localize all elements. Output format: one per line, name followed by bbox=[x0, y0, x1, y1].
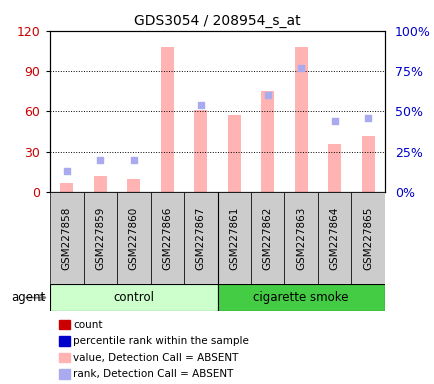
Text: percentile rank within the sample: percentile rank within the sample bbox=[73, 336, 248, 346]
Bar bbox=[160, 47, 174, 192]
Title: GDS3054 / 208954_s_at: GDS3054 / 208954_s_at bbox=[134, 14, 300, 28]
Bar bbox=[50, 192, 83, 284]
Bar bbox=[83, 192, 117, 284]
Text: value, Detection Call = ABSENT: value, Detection Call = ABSENT bbox=[73, 353, 238, 363]
Point bbox=[364, 115, 371, 121]
Point bbox=[264, 92, 271, 98]
Bar bbox=[117, 192, 150, 284]
Bar bbox=[93, 176, 107, 192]
Text: GSM227860: GSM227860 bbox=[128, 207, 138, 270]
Point bbox=[130, 157, 137, 163]
Text: GSM227863: GSM227863 bbox=[296, 206, 306, 270]
Text: GSM227866: GSM227866 bbox=[162, 206, 172, 270]
Text: GSM227858: GSM227858 bbox=[62, 206, 72, 270]
Bar bbox=[361, 136, 374, 192]
Bar bbox=[351, 192, 384, 284]
Text: cigarette smoke: cigarette smoke bbox=[253, 291, 348, 304]
Text: GSM227864: GSM227864 bbox=[329, 206, 339, 270]
Bar bbox=[194, 110, 207, 192]
Bar bbox=[60, 183, 73, 192]
Bar bbox=[127, 179, 140, 192]
Text: agent: agent bbox=[11, 291, 46, 304]
Point bbox=[297, 65, 304, 71]
Bar bbox=[184, 192, 217, 284]
Text: GSM227859: GSM227859 bbox=[95, 206, 105, 270]
Text: GSM227861: GSM227861 bbox=[229, 206, 239, 270]
Bar bbox=[250, 192, 284, 284]
Point bbox=[331, 118, 338, 124]
Bar bbox=[217, 192, 250, 284]
Bar bbox=[327, 144, 341, 192]
Text: GSM227865: GSM227865 bbox=[362, 206, 372, 270]
Bar bbox=[294, 47, 307, 192]
Bar bbox=[227, 115, 240, 192]
Bar bbox=[317, 192, 351, 284]
Point bbox=[63, 168, 70, 174]
Bar bbox=[260, 91, 274, 192]
Bar bbox=[217, 284, 384, 311]
Text: count: count bbox=[73, 320, 102, 330]
Point bbox=[197, 102, 204, 108]
Text: rank, Detection Call = ABSENT: rank, Detection Call = ABSENT bbox=[73, 369, 233, 379]
Text: GSM227867: GSM227867 bbox=[195, 206, 205, 270]
Bar bbox=[50, 284, 217, 311]
Text: GSM227862: GSM227862 bbox=[262, 206, 272, 270]
Bar bbox=[284, 192, 317, 284]
Bar bbox=[150, 192, 184, 284]
Text: control: control bbox=[113, 291, 154, 304]
Point bbox=[97, 157, 104, 163]
